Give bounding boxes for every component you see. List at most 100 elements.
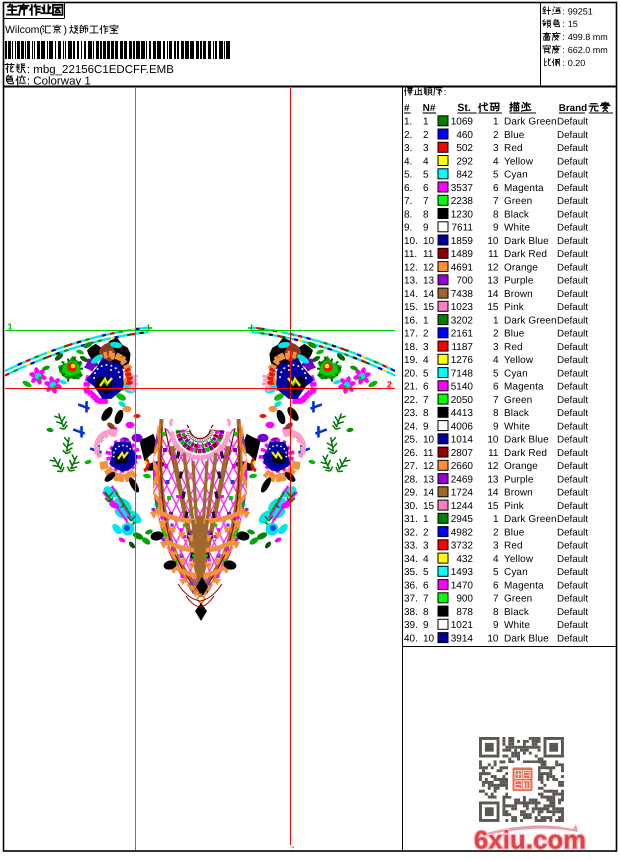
svg-text:37.: 37. — [404, 594, 418, 605]
svg-text:Default: Default — [557, 620, 588, 631]
svg-text:Brown: Brown — [504, 289, 533, 300]
svg-text::: : — [562, 19, 565, 29]
svg-text:Green: Green — [504, 395, 532, 406]
svg-text:Dark Red: Dark Red — [504, 249, 547, 260]
svg-text:Default: Default — [557, 554, 588, 565]
svg-text:4: 4 — [423, 554, 429, 565]
svg-text:7: 7 — [423, 594, 429, 605]
svg-text:Default: Default — [557, 329, 588, 340]
svg-text:1489: 1489 — [451, 249, 474, 260]
svg-text:White: White — [504, 421, 530, 432]
svg-text:Default: Default — [557, 408, 588, 419]
svg-text:4: 4 — [493, 554, 499, 565]
svg-text:Default: Default — [557, 289, 588, 300]
svg-text:9: 9 — [423, 421, 429, 432]
svg-text:Default: Default — [557, 368, 588, 379]
svg-text:4.: 4. — [404, 156, 412, 167]
svg-text:Default: Default — [557, 580, 588, 591]
svg-text:14.: 14. — [404, 289, 418, 300]
svg-text:18.: 18. — [404, 342, 418, 353]
svg-text:9.: 9. — [404, 223, 412, 234]
svg-text:Default: Default — [557, 276, 588, 287]
svg-text:Purple: Purple — [504, 474, 534, 485]
svg-text:2807: 2807 — [451, 448, 474, 459]
svg-text:Default: Default — [557, 421, 588, 432]
svg-text:Black: Black — [504, 209, 530, 220]
svg-text:Black: Black — [504, 408, 530, 419]
svg-text:1230: 1230 — [451, 209, 474, 220]
svg-text:2: 2 — [387, 380, 392, 390]
svg-text:Default: Default — [557, 315, 588, 326]
svg-text:5: 5 — [493, 368, 499, 379]
svg-text:4691: 4691 — [451, 262, 474, 273]
svg-text:6: 6 — [423, 580, 429, 591]
svg-text:2: 2 — [493, 329, 499, 340]
svg-text:14: 14 — [423, 488, 435, 499]
svg-text:Red: Red — [504, 342, 523, 353]
svg-text:10: 10 — [423, 236, 435, 247]
svg-text:4413: 4413 — [451, 408, 474, 419]
svg-text:Yellow: Yellow — [504, 355, 534, 366]
svg-text:7: 7 — [493, 594, 499, 605]
svg-text:6xiu.com: 6xiu.com — [474, 827, 586, 855]
svg-text:4: 4 — [423, 156, 429, 167]
svg-text::: : — [562, 45, 565, 55]
svg-text:Default: Default — [557, 262, 588, 273]
svg-text:Default: Default — [557, 196, 588, 207]
svg-text:15: 15 — [487, 302, 499, 313]
svg-text:4982: 4982 — [451, 527, 474, 538]
svg-text:: mbg_22156C1EDCFF.EMB: : mbg_22156C1EDCFF.EMB — [27, 64, 174, 76]
svg-text:9: 9 — [493, 223, 499, 234]
svg-text:12: 12 — [487, 461, 499, 472]
svg-text:17.: 17. — [404, 329, 418, 340]
svg-text:8: 8 — [423, 209, 429, 220]
svg-text:Default: Default — [557, 541, 588, 552]
svg-text:16.: 16. — [404, 315, 418, 326]
svg-text:11: 11 — [488, 249, 499, 260]
svg-text:6: 6 — [423, 382, 429, 393]
svg-text:15: 15 — [423, 302, 435, 313]
svg-text:3537: 3537 — [451, 183, 474, 194]
svg-text:8: 8 — [493, 209, 499, 220]
svg-text:7148: 7148 — [451, 368, 474, 379]
svg-text:Default: Default — [557, 302, 588, 313]
svg-text:Cyan: Cyan — [504, 567, 528, 578]
svg-text:499.8 mm: 499.8 mm — [568, 32, 608, 42]
svg-text:2: 2 — [423, 130, 429, 141]
svg-text:12: 12 — [423, 461, 435, 472]
svg-text:38.: 38. — [404, 607, 418, 618]
svg-text::: : — [562, 32, 565, 42]
svg-text:5: 5 — [423, 170, 429, 181]
svg-text:6xiu.com: 6xiu.com — [474, 827, 586, 855]
svg-text:3.: 3. — [404, 143, 412, 154]
svg-text:6.: 6. — [404, 183, 412, 194]
svg-text:White: White — [504, 620, 530, 631]
svg-text:Default: Default — [557, 130, 588, 141]
svg-text:2161: 2161 — [451, 329, 474, 340]
svg-text:5: 5 — [423, 368, 429, 379]
svg-text:700: 700 — [456, 276, 473, 287]
svg-text:25.: 25. — [404, 435, 418, 446]
svg-text:Default: Default — [557, 607, 588, 618]
svg-text::: : — [292, 843, 295, 853]
svg-text:White: White — [504, 223, 530, 234]
svg-text:1470: 1470 — [451, 580, 474, 591]
svg-text:5: 5 — [493, 567, 499, 578]
svg-text:10: 10 — [487, 633, 499, 644]
svg-text:4006: 4006 — [451, 421, 474, 432]
svg-text:3914: 3914 — [451, 633, 474, 644]
svg-text:5: 5 — [423, 567, 429, 578]
svg-text:23.: 23. — [404, 408, 418, 419]
svg-text:Yellow: Yellow — [504, 156, 534, 167]
svg-text:Default: Default — [557, 183, 588, 194]
svg-text:13: 13 — [423, 276, 435, 287]
svg-text:11.: 11. — [404, 249, 417, 260]
svg-text:Pink: Pink — [504, 302, 525, 313]
svg-text:31.: 31. — [404, 514, 418, 525]
svg-text:Wilcom(: Wilcom( — [5, 24, 43, 36]
svg-text:6: 6 — [493, 580, 499, 591]
svg-text:10: 10 — [487, 435, 499, 446]
svg-text:7: 7 — [423, 196, 429, 207]
svg-text:3: 3 — [493, 541, 499, 552]
svg-text:7: 7 — [493, 395, 499, 406]
